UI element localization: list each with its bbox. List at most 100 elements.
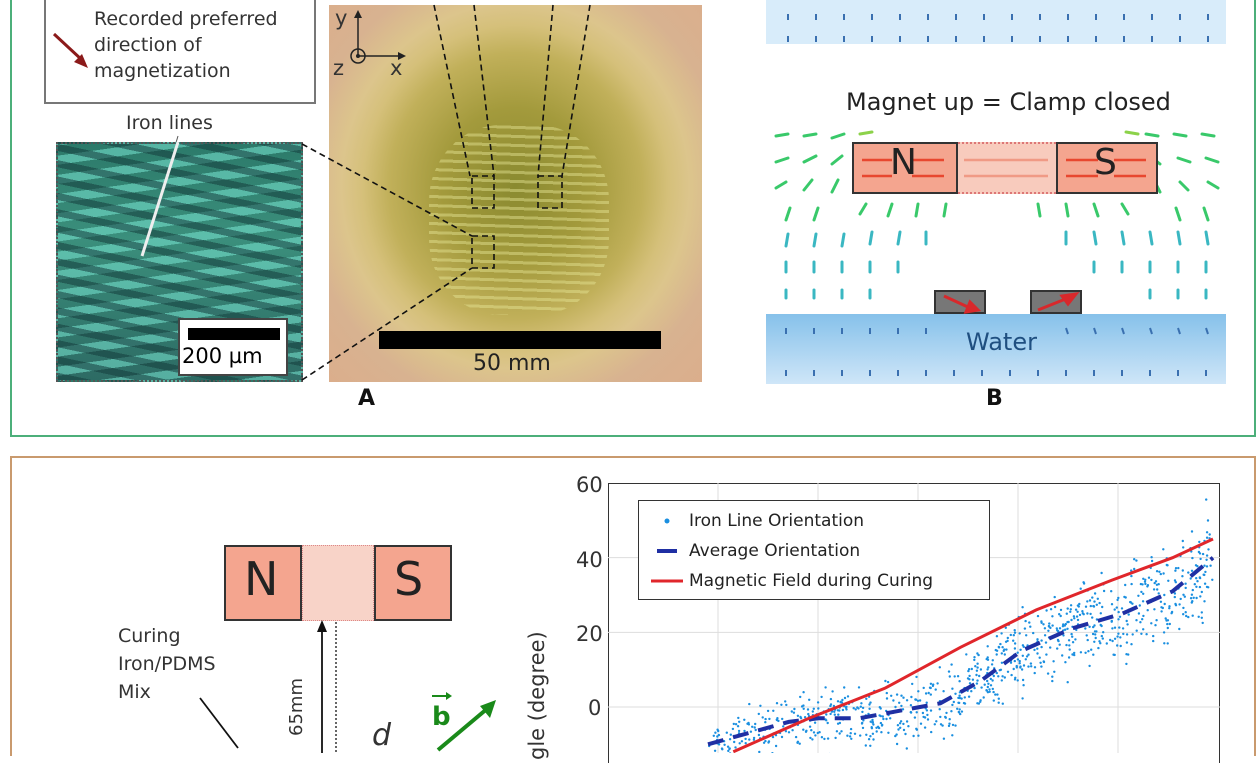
scatter-point [1174, 570, 1176, 572]
scatter-point [799, 696, 801, 698]
scatter-point [791, 729, 793, 731]
scatter-point [743, 730, 745, 732]
scatter-point [1039, 657, 1041, 659]
scatter-point [788, 731, 790, 733]
scatter-point [1191, 530, 1193, 532]
scatter-point [1141, 618, 1143, 620]
scatter-point [1017, 652, 1019, 654]
scatter-point [1097, 647, 1099, 649]
scatter-point [1098, 640, 1100, 642]
scatter-point [910, 704, 912, 706]
scatter-point [1090, 605, 1092, 607]
scatter-point [1193, 597, 1195, 599]
scatter-point [1140, 633, 1142, 635]
scatter-point [973, 656, 975, 658]
scatter-point [951, 734, 953, 736]
y-tick-60: 60 [576, 473, 603, 497]
scatter-point [1019, 662, 1021, 664]
scatter-point [1073, 652, 1075, 654]
scatter-point [1101, 635, 1103, 637]
scatter-point [862, 707, 864, 709]
scatter-point [906, 747, 908, 749]
scatter-point [1133, 558, 1135, 560]
scatter-point [768, 740, 770, 742]
scatter-point [1023, 646, 1025, 648]
magnet-up-caption: Magnet up = Clamp closed [846, 88, 1171, 116]
scatter-point [793, 712, 795, 714]
scatter-point [833, 711, 835, 713]
scatter-point [1066, 621, 1068, 623]
scatter-point [974, 665, 976, 667]
scatter-point [973, 659, 975, 661]
scatter-point [1019, 665, 1021, 667]
scatter-point [920, 723, 922, 725]
scatter-point [1209, 565, 1211, 567]
scatter-point [1097, 598, 1099, 600]
scatter-point [1206, 554, 1208, 556]
scatter-point [751, 726, 753, 728]
scatter-point [1195, 597, 1197, 599]
scatter-point [1080, 651, 1082, 653]
scatter-point [896, 743, 898, 745]
scatter-point [748, 703, 750, 705]
scatter-point [1076, 615, 1078, 617]
water-label: Water [966, 328, 1037, 356]
scatter-point [897, 724, 899, 726]
scatter-point [1068, 639, 1070, 641]
scatter-point [942, 690, 944, 692]
scatter-point [1153, 608, 1155, 610]
scatter-point [1087, 639, 1089, 641]
scatter-point [1171, 611, 1173, 613]
scatter-point [1125, 663, 1127, 665]
scatter-point [1059, 627, 1061, 629]
scatter-point [939, 708, 941, 710]
scatter-point [1126, 623, 1128, 625]
scatter-point [1177, 567, 1179, 569]
scatter-point [853, 707, 855, 709]
scatter-point [906, 720, 908, 722]
scatter-point [1198, 616, 1200, 618]
scatter-point [1039, 662, 1041, 664]
scatter-point [723, 744, 725, 746]
scatter-point [1122, 633, 1124, 635]
scatter-point [829, 713, 831, 715]
scatter-point [1021, 668, 1023, 670]
scatter-point [1084, 627, 1086, 629]
scatter-point [906, 699, 908, 701]
scatter-point [837, 714, 839, 716]
scatter-point [1004, 653, 1006, 655]
scatter-point [869, 701, 871, 703]
scatter-point [862, 727, 864, 729]
scatter-point [988, 688, 990, 690]
scatter-point [805, 730, 807, 732]
scatter-point [813, 708, 815, 710]
scatter-point [869, 745, 871, 747]
scatter-point [1003, 650, 1005, 652]
scatter-point [811, 738, 813, 740]
scatter-point [992, 691, 994, 693]
scatter-point [1057, 639, 1059, 641]
legend-entry-scatter: Iron Line Orientation [689, 511, 864, 531]
scatter-point [1130, 575, 1132, 577]
scatter-point [902, 723, 904, 725]
scatter-point [1168, 607, 1170, 609]
scatter-point [1024, 620, 1026, 622]
scatter-point [1163, 631, 1165, 633]
scatter-point [1160, 573, 1162, 575]
scatter-point [1128, 613, 1130, 615]
scatter-point [738, 721, 740, 723]
scatter-point [1083, 613, 1085, 615]
scatter-point [1027, 665, 1029, 667]
scatter-point [781, 736, 783, 738]
scatter-point [869, 735, 871, 737]
scatter-point [1130, 601, 1132, 603]
scatter-point [1152, 640, 1154, 642]
scatter-point [1116, 635, 1118, 637]
scatter-point [1022, 684, 1024, 686]
scatter-point [1070, 633, 1072, 635]
scatter-point [1139, 621, 1141, 623]
scatter-point [924, 716, 926, 718]
scatter-point [1132, 633, 1134, 635]
scatter-point [1032, 632, 1034, 634]
scatter-point [1064, 661, 1066, 663]
